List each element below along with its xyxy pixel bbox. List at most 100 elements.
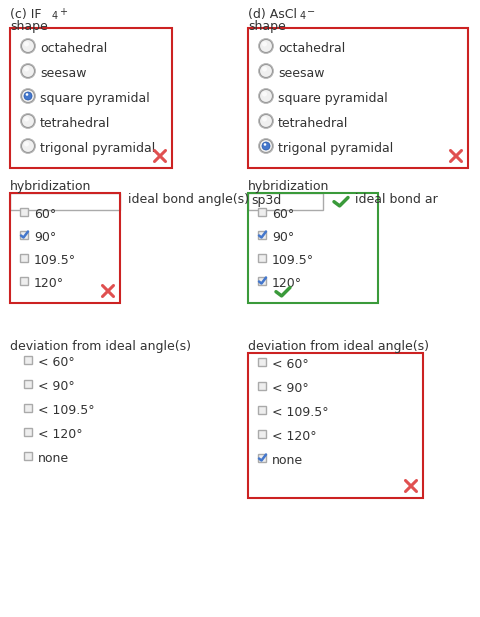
Text: ideal bond angle(s): ideal bond angle(s) bbox=[128, 193, 249, 206]
Circle shape bbox=[24, 92, 32, 100]
FancyBboxPatch shape bbox=[258, 454, 266, 462]
Circle shape bbox=[21, 88, 36, 104]
Text: 90°: 90° bbox=[272, 231, 294, 244]
Text: seesaw: seesaw bbox=[278, 67, 324, 80]
Circle shape bbox=[262, 67, 267, 72]
Circle shape bbox=[262, 142, 270, 150]
FancyBboxPatch shape bbox=[24, 452, 32, 460]
FancyBboxPatch shape bbox=[20, 254, 28, 262]
Text: square pyramidal: square pyramidal bbox=[278, 92, 388, 105]
Circle shape bbox=[22, 39, 35, 52]
FancyBboxPatch shape bbox=[258, 430, 266, 438]
Circle shape bbox=[259, 114, 274, 128]
Circle shape bbox=[21, 64, 36, 78]
FancyBboxPatch shape bbox=[258, 254, 266, 262]
Circle shape bbox=[24, 141, 29, 146]
Text: < 60°: < 60° bbox=[38, 356, 75, 369]
Circle shape bbox=[260, 65, 273, 78]
Bar bbox=[248, 193, 323, 210]
Text: tetrahedral: tetrahedral bbox=[40, 117, 110, 130]
Bar bbox=[10, 193, 120, 210]
Text: 4: 4 bbox=[52, 11, 58, 21]
Bar bbox=[10, 193, 120, 303]
FancyBboxPatch shape bbox=[258, 231, 266, 239]
Circle shape bbox=[21, 114, 36, 128]
Circle shape bbox=[262, 117, 267, 122]
Circle shape bbox=[262, 91, 267, 96]
Circle shape bbox=[259, 138, 274, 154]
Bar bbox=[10, 28, 172, 168]
Text: < 120°: < 120° bbox=[272, 430, 317, 443]
Text: shape: shape bbox=[10, 20, 48, 33]
FancyBboxPatch shape bbox=[258, 277, 266, 285]
Circle shape bbox=[262, 141, 267, 146]
Circle shape bbox=[259, 88, 274, 104]
Bar bbox=[248, 353, 423, 498]
FancyBboxPatch shape bbox=[24, 404, 32, 412]
Text: seesaw: seesaw bbox=[40, 67, 86, 80]
Text: ideal bond ar: ideal bond ar bbox=[355, 193, 438, 206]
Circle shape bbox=[26, 93, 28, 96]
FancyBboxPatch shape bbox=[20, 208, 28, 216]
Text: +: + bbox=[59, 7, 67, 17]
Text: < 109.5°: < 109.5° bbox=[38, 404, 95, 417]
Circle shape bbox=[260, 89, 273, 102]
Text: 120°: 120° bbox=[34, 277, 64, 290]
FancyBboxPatch shape bbox=[258, 358, 266, 366]
Circle shape bbox=[262, 41, 267, 46]
Text: trigonal pyramidal: trigonal pyramidal bbox=[278, 142, 393, 155]
Circle shape bbox=[22, 65, 35, 78]
Text: deviation from ideal angle(s): deviation from ideal angle(s) bbox=[248, 340, 429, 353]
Text: 120°: 120° bbox=[272, 277, 302, 290]
Circle shape bbox=[259, 64, 274, 78]
FancyBboxPatch shape bbox=[258, 406, 266, 414]
Text: sp3d: sp3d bbox=[251, 194, 281, 207]
Text: none: none bbox=[38, 452, 69, 465]
Circle shape bbox=[24, 91, 29, 96]
Text: square pyramidal: square pyramidal bbox=[40, 92, 150, 105]
Text: trigonal pyramidal: trigonal pyramidal bbox=[40, 142, 155, 155]
Text: shape: shape bbox=[248, 20, 286, 33]
FancyBboxPatch shape bbox=[20, 277, 28, 285]
Circle shape bbox=[21, 38, 36, 54]
FancyBboxPatch shape bbox=[24, 428, 32, 436]
Text: tetrahedral: tetrahedral bbox=[278, 117, 348, 130]
Text: −: − bbox=[307, 7, 315, 17]
Circle shape bbox=[22, 139, 35, 152]
Bar bbox=[248, 193, 378, 303]
FancyBboxPatch shape bbox=[258, 208, 266, 216]
Text: hybridization: hybridization bbox=[248, 180, 329, 193]
Bar bbox=[248, 28, 468, 168]
Circle shape bbox=[22, 115, 35, 128]
Circle shape bbox=[22, 89, 35, 102]
Circle shape bbox=[21, 138, 36, 154]
Text: < 90°: < 90° bbox=[272, 382, 309, 395]
Circle shape bbox=[24, 117, 29, 122]
Circle shape bbox=[24, 41, 29, 46]
Circle shape bbox=[260, 115, 273, 128]
Text: < 109.5°: < 109.5° bbox=[272, 406, 329, 419]
Text: 109.5°: 109.5° bbox=[272, 254, 314, 267]
Text: deviation from ideal angle(s): deviation from ideal angle(s) bbox=[10, 340, 191, 353]
Text: 60°: 60° bbox=[34, 208, 56, 221]
Text: 4: 4 bbox=[300, 11, 306, 21]
Text: 90°: 90° bbox=[34, 231, 56, 244]
Text: < 120°: < 120° bbox=[38, 428, 83, 441]
Text: octahedral: octahedral bbox=[40, 42, 107, 55]
FancyBboxPatch shape bbox=[24, 356, 32, 364]
Circle shape bbox=[259, 38, 274, 54]
Text: octahedral: octahedral bbox=[278, 42, 345, 55]
Text: 60°: 60° bbox=[272, 208, 294, 221]
FancyBboxPatch shape bbox=[258, 382, 266, 390]
Circle shape bbox=[264, 143, 266, 146]
Text: none: none bbox=[272, 454, 303, 467]
Text: (d) AsCl: (d) AsCl bbox=[248, 8, 297, 21]
FancyBboxPatch shape bbox=[20, 231, 28, 239]
FancyBboxPatch shape bbox=[24, 380, 32, 388]
Circle shape bbox=[260, 39, 273, 52]
Text: hybridization: hybridization bbox=[10, 180, 91, 193]
Text: (c) IF: (c) IF bbox=[10, 8, 41, 21]
Circle shape bbox=[260, 139, 273, 152]
Text: 109.5°: 109.5° bbox=[34, 254, 76, 267]
Text: < 90°: < 90° bbox=[38, 380, 75, 393]
